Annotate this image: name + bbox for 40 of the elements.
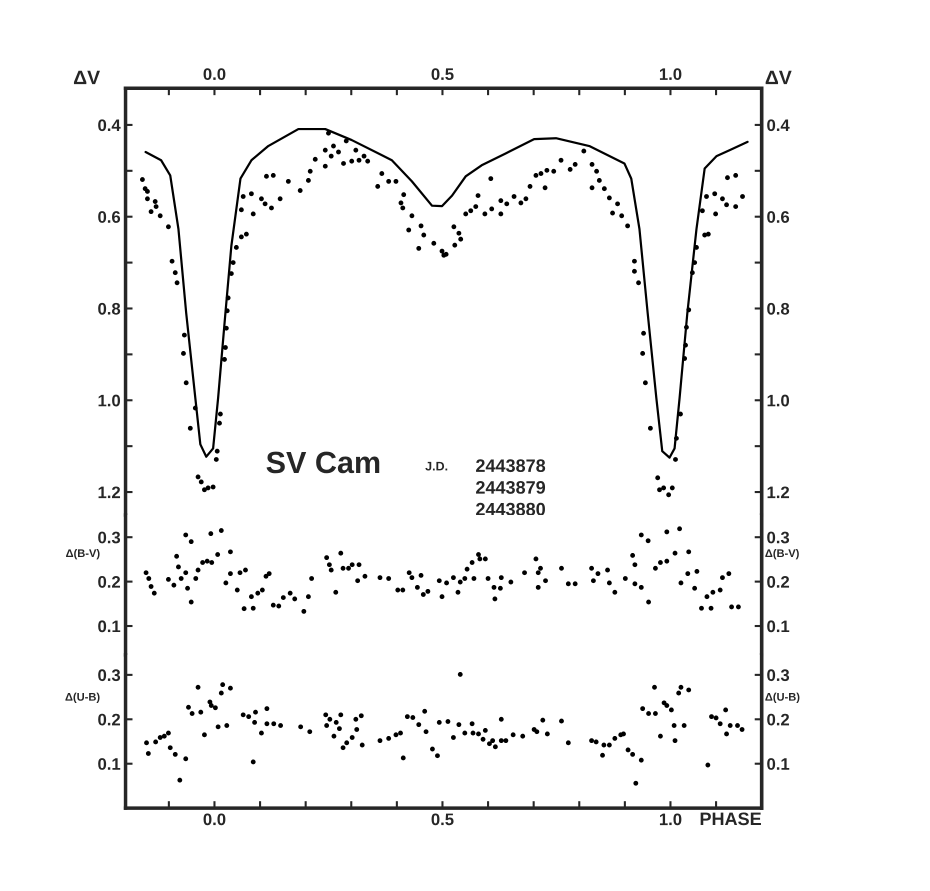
x-tick-label: 0.5 [432, 68, 454, 80]
y-tick-label: 0.2 [98, 714, 120, 726]
y-axis-title: Δ(U-B) [65, 692, 100, 703]
y2-tick-label: 0.6 [767, 211, 790, 223]
y-tick-label: 0.2 [98, 576, 120, 588]
y2-axis-title: Δ(B-V) [765, 548, 799, 560]
annotation: SV Cam [266, 452, 380, 474]
y2-tick-label: 0.3 [767, 669, 790, 682]
y-tick-label: 0.3 [98, 532, 120, 544]
x-tick-label: 0.0 [204, 813, 226, 826]
y-tick-label: 0.4 [98, 119, 121, 132]
y2-tick-label: 0.3 [767, 532, 790, 544]
x-tick-label: 0.0 [204, 68, 226, 80]
y2-tick-label: 0.1 [767, 758, 790, 770]
y2-tick-label: 1.2 [768, 486, 790, 498]
y-tick-label: 0.6 [98, 211, 120, 223]
y-tick-label: 0.3 [98, 669, 120, 682]
x-tick-label: 1.0 [660, 68, 682, 80]
x-axis-title: PHASE [700, 812, 761, 826]
y-tick-label: 1.0 [98, 394, 120, 406]
x-tick-label: 1.0 [660, 813, 682, 826]
y-tick-label: 0.8 [98, 302, 120, 315]
annotation: J.D. [425, 462, 448, 471]
annotation: 2443879 [476, 481, 546, 494]
y2-axis-title: Δ(U-B) [765, 692, 800, 703]
y2-tick-label: 0.8 [767, 302, 790, 315]
y-tick-label: 0.1 [98, 620, 120, 632]
y2-tick-label: 1.0 [768, 394, 790, 406]
y2-tick-label: 0.4 [767, 119, 790, 132]
y2-axis-title: ΔV [766, 70, 792, 84]
annotation: 2443878 [476, 459, 546, 472]
y-axis-title: Δ(B-V) [66, 548, 100, 560]
y2-tick-label: 0.1 [767, 620, 790, 632]
annotation: 2443880 [476, 502, 545, 516]
y2-tick-label: 0.2 [767, 714, 790, 726]
y-axis-title: ΔV [74, 70, 100, 84]
x-tick-label: 0.5 [432, 813, 454, 826]
y-tick-label: 0.1 [98, 758, 120, 770]
y2-tick-label: 0.2 [767, 576, 790, 588]
y-tick-label: 1.2 [98, 486, 120, 498]
